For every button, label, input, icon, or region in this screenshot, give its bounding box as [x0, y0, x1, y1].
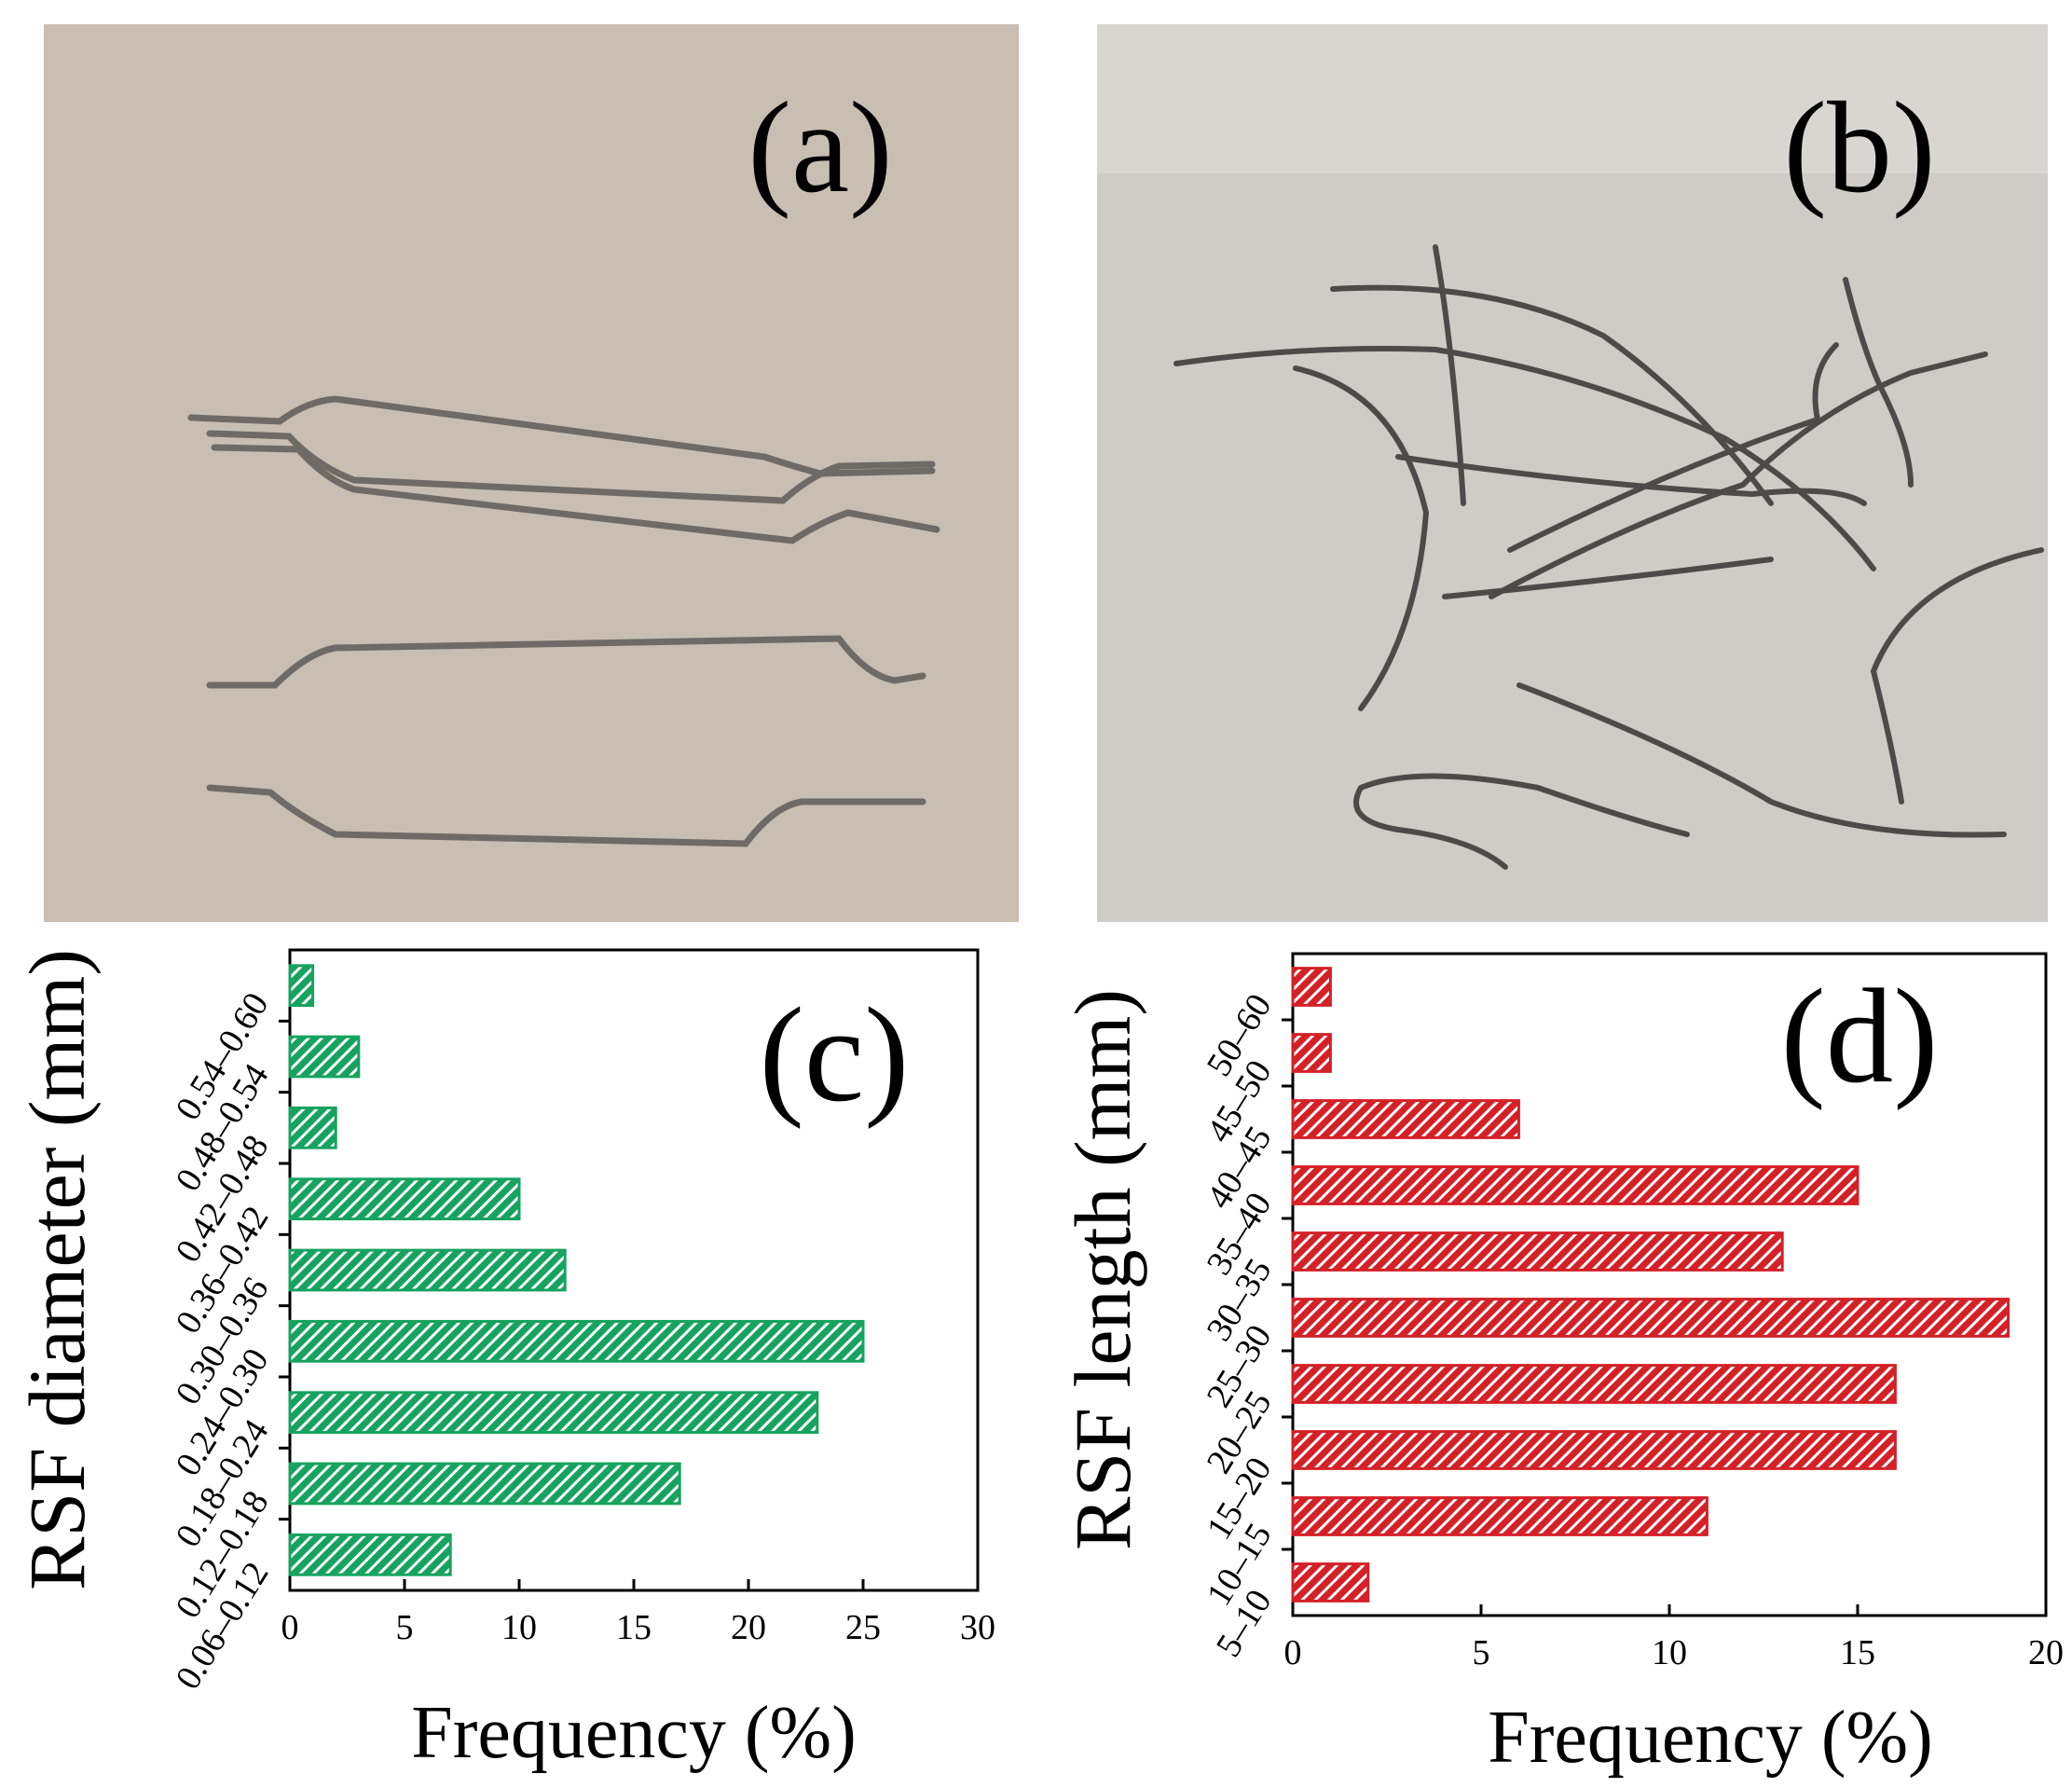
- axis-ticks: [279, 1019, 980, 1590]
- chart-c-diameter-distribution: 0.06–0.120.12–0.180.18–0.240.24–0.300.30…: [12, 948, 996, 1774]
- x-tick-label: 30: [960, 1608, 995, 1647]
- chart-d-length-distribution: 5–1010–1515–2020–2525–3030–3535–4040–454…: [1058, 952, 2065, 1779]
- bars: [1291, 967, 2010, 1602]
- bar-25–30: [1291, 1298, 2010, 1338]
- panel-label-b: (b): [1783, 76, 1935, 220]
- bar-0.24–0.30: [288, 1319, 865, 1363]
- x-axis-label: Frequency (%): [411, 1692, 857, 1774]
- x-tick-label: 5: [396, 1608, 414, 1647]
- bar-30–35: [1291, 1231, 1784, 1272]
- y-tick-labels: 0.06–0.120.12–0.180.18–0.240.24–0.300.30…: [168, 986, 276, 1697]
- bar-0.18–0.24: [288, 1391, 819, 1435]
- bar-5–10: [1291, 1562, 1370, 1602]
- photo-a-hooked-end-fibers: (a): [44, 24, 1019, 922]
- x-tick-label: 15: [616, 1608, 652, 1647]
- axis-ticks: [1282, 1018, 2048, 1616]
- x-tick-label: 0: [1284, 1633, 1302, 1672]
- bar-0.54–0.60: [288, 964, 315, 1008]
- x-tick-label: 15: [1840, 1633, 1875, 1672]
- x-tick-label: 10: [1652, 1633, 1687, 1672]
- bar-0.30–0.36: [288, 1248, 567, 1292]
- bars: [288, 964, 865, 1576]
- bar-10–15: [1291, 1496, 1708, 1536]
- bar-0.36–0.42: [288, 1177, 521, 1221]
- panel-label-a: (a): [748, 76, 892, 220]
- x-tick-label: 10: [501, 1608, 537, 1647]
- bar-0.48–0.54: [288, 1035, 361, 1079]
- bar-0.42–0.48: [288, 1106, 337, 1149]
- panel-label-c: (c): [760, 981, 910, 1130]
- bar-40–45: [1291, 1099, 1520, 1139]
- y-axis-label: RSF length (mm): [1058, 989, 1147, 1550]
- bar-20–25: [1291, 1364, 1897, 1404]
- x-axis-label: Frequency (%): [1488, 1697, 1933, 1779]
- bar-45–50: [1291, 1033, 1332, 1073]
- panel-label-d: (d): [1780, 962, 1938, 1111]
- bar-50–60: [1291, 967, 1332, 1007]
- bar-15–20: [1291, 1430, 1897, 1470]
- x-tick-label: 20: [731, 1608, 766, 1647]
- photo-b-recycled-fibers: (b): [1097, 24, 2048, 922]
- bar-0.06–0.12: [288, 1533, 452, 1576]
- y-tick-labels: 5–1010–1515–2020–2525–3030–3535–4040–454…: [1200, 987, 1280, 1664]
- x-tick-label: 0: [281, 1608, 299, 1647]
- x-tick-label: 25: [845, 1608, 881, 1647]
- x-tick-labels: 0 5 10 15 20 25 30: [281, 1608, 996, 1647]
- bar-35–40: [1291, 1165, 1859, 1205]
- x-tick-label: 5: [1473, 1633, 1490, 1672]
- bar-0.12–0.18: [288, 1462, 681, 1506]
- x-tick-label: 20: [2028, 1633, 2064, 1672]
- x-tick-labels: 0 5 10 15 20: [1284, 1633, 2065, 1672]
- y-axis-label: RSF diameter (mm): [12, 949, 102, 1590]
